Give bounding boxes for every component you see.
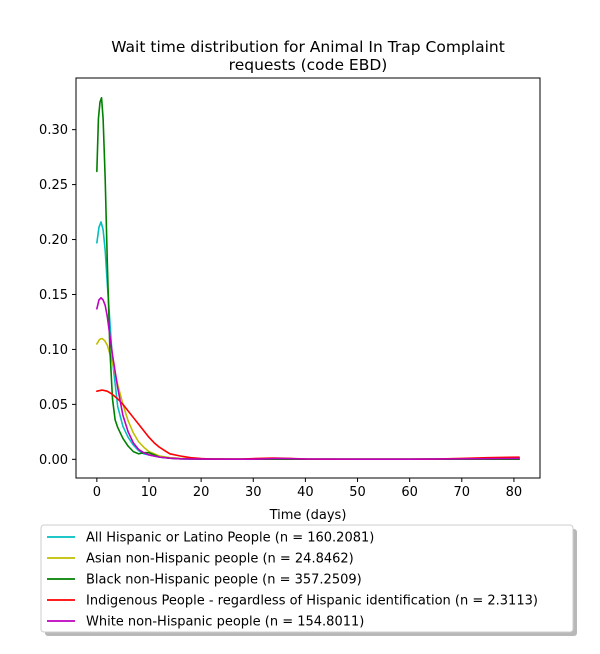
x-tick-label: 30	[245, 485, 262, 500]
legend-entry-label: White non-Hispanic people (n = 154.8011)	[86, 615, 364, 630]
y-tick-label: 0.15	[39, 288, 68, 303]
chart-title-line-1: Wait time distribution for Animal In Tra…	[111, 38, 505, 56]
x-tick-label: 50	[349, 485, 366, 500]
chart-title-line-2: requests (code EBD)	[229, 56, 388, 74]
series-line-5	[96, 296, 520, 461]
x-tick-label: 20	[193, 485, 210, 500]
x-tick-label: 40	[297, 485, 314, 500]
legend-entry-label: Black non-Hispanic people (n = 357.2509)	[86, 573, 362, 588]
x-tick-label: 0	[93, 485, 101, 500]
legend-entry-label: All Hispanic or Latino People (n = 160.2…	[86, 531, 374, 546]
plot-frame	[75, 77, 541, 479]
x-tick-label: 70	[454, 485, 471, 500]
x-tick-label: 10	[141, 485, 158, 500]
legend-box	[40, 524, 574, 633]
y-tick-label: 0.30	[39, 123, 68, 138]
x-tick-label: 80	[506, 485, 523, 500]
y-tick-label: 0.05	[39, 398, 68, 413]
y-tick-label: 0.25	[39, 178, 68, 193]
legend-entry-label: Asian non-Hispanic people (n = 24.8462)	[86, 552, 354, 567]
y-tick-label: 0.20	[39, 233, 68, 248]
x-tick-label: 60	[401, 485, 418, 500]
y-tick-label: 0.10	[39, 343, 68, 358]
legend-entry-label: Indigenous People - regardless of Hispan…	[86, 594, 538, 609]
x-axis-label: Time (days)	[269, 508, 347, 523]
y-tick-label: 0.00	[39, 453, 68, 468]
